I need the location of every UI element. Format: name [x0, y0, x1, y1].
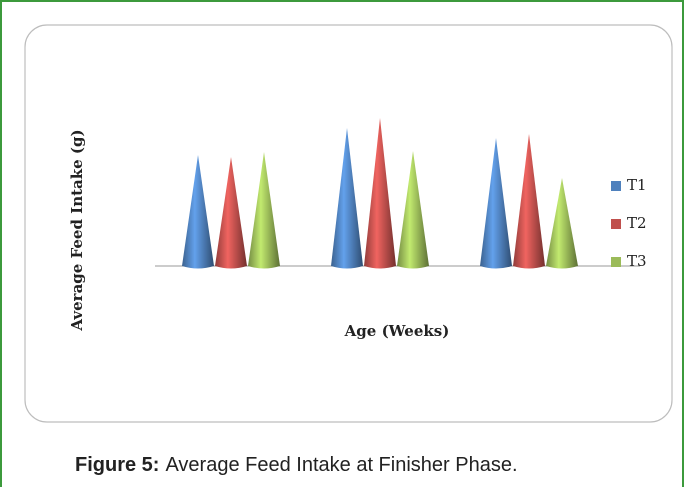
cone [513, 134, 545, 269]
y-axis-label: Average Feed Intake (g) [68, 129, 86, 331]
caption-text: Average Feed Intake at Finisher Phase. [165, 454, 517, 476]
caption-label: Figure 5: [75, 454, 159, 476]
cone [480, 138, 512, 269]
cone [182, 155, 214, 269]
legend-swatch [611, 257, 621, 267]
legend-label: T2 [627, 214, 647, 232]
legend-swatch [611, 219, 621, 229]
caption: Figure 5: Average Feed Intake at Finisher… [75, 454, 518, 476]
legend-swatch [611, 181, 621, 191]
cone [546, 178, 578, 269]
cone [215, 157, 247, 269]
legend-label: T3 [627, 252, 647, 270]
cone [364, 118, 396, 269]
cone [397, 151, 429, 269]
legend-label: T1 [627, 176, 647, 194]
cone [248, 152, 280, 269]
x-axis-label: Age (Weeks) [344, 322, 450, 340]
cone [331, 128, 363, 269]
